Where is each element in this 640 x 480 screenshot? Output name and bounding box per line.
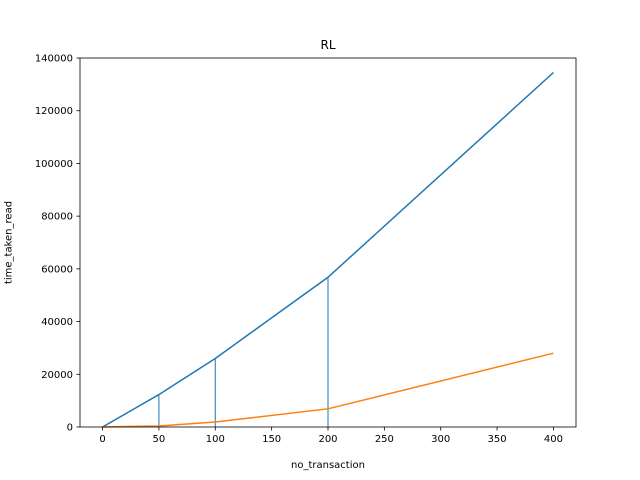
y-tick-label-0: 0 [67, 423, 73, 434]
x-tick-label-300: 300 [431, 434, 450, 445]
y-tick-label-40000: 40000 [41, 317, 73, 328]
y-axis: 0 20000 40000 60000 80000 100000 120000 140000 [35, 54, 80, 434]
x-tick-label-150: 150 [262, 434, 281, 445]
x-tick-label-400: 400 [544, 434, 563, 445]
y-tick-label-20000: 20000 [41, 370, 73, 381]
y-tick-label-120000: 120000 [35, 106, 73, 117]
x-tick-label-0: 0 [99, 434, 105, 445]
series-line-1 [102, 71, 554, 428]
x-tick-label-50: 50 [153, 434, 166, 445]
y-tick-label-60000: 60000 [41, 264, 73, 275]
y-axis-label: time_taken_read [4, 201, 15, 284]
x-axis: 0 50 100 150 200 250 300 350 400 [99, 427, 563, 445]
x-tick-label-100: 100 [206, 434, 225, 445]
x-axis-label: no_transaction [291, 460, 365, 471]
x-tick-label-350: 350 [488, 434, 507, 445]
chart-title: RL [320, 38, 335, 52]
x-tick-label-200: 200 [318, 434, 337, 445]
y-tick-label-80000: 80000 [41, 212, 73, 223]
y-tick-label-140000: 140000 [35, 54, 73, 65]
series-line-2 [102, 352, 554, 428]
x-tick-label-250: 250 [375, 434, 394, 445]
plot-marks [102, 71, 554, 428]
y-tick-label-100000: 100000 [35, 159, 73, 170]
